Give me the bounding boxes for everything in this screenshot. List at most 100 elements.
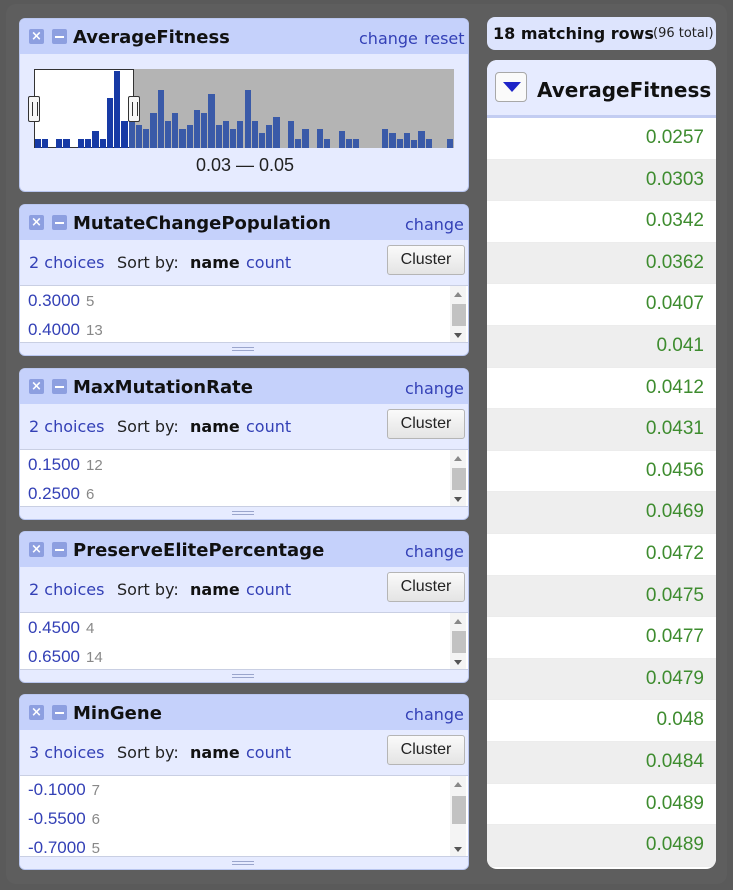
reset-link[interactable]: reset [424, 29, 465, 48]
cluster-button[interactable]: Cluster [387, 409, 465, 439]
table-row[interactable]: 0.0412 [487, 368, 716, 410]
cluster-button[interactable]: Cluster [387, 735, 465, 765]
table-row[interactable]: 0.0472 [487, 534, 716, 576]
table-row[interactable]: 0.0303 [487, 159, 716, 202]
choice-item[interactable]: 0.1500 12 [28, 455, 103, 474]
range-handle-right[interactable] [128, 96, 140, 122]
matching-rows-summary: 18 matching rows (96 total) [487, 17, 716, 50]
minimize-icon[interactable] [52, 215, 67, 230]
choice-item[interactable]: 0.3000 5 [28, 291, 95, 310]
choices-count-link[interactable]: 3 choices [29, 743, 105, 762]
table-row[interactable]: 0.0484 [487, 742, 716, 784]
table-row[interactable]: 0.0257 [487, 118, 716, 160]
resize-handle[interactable] [20, 856, 468, 869]
sort-by-name[interactable]: name [190, 253, 240, 272]
cell-value: 0.0407 [645, 293, 704, 315]
scroll-down-icon[interactable] [454, 497, 462, 502]
change-link[interactable]: change [405, 379, 464, 398]
sort-descending-icon[interactable] [495, 72, 527, 102]
choice-item[interactable]: 0.4500 4 [28, 618, 95, 637]
sort-by-name[interactable]: name [190, 417, 240, 436]
cluster-button[interactable]: Cluster [387, 572, 465, 602]
table-row[interactable]: 0.0362 [487, 242, 716, 285]
table-row[interactable]: 0.0475 [487, 575, 716, 618]
close-icon[interactable]: × [29, 379, 44, 394]
scrollbar[interactable] [450, 450, 466, 508]
choices-count-link[interactable]: 2 choices [29, 417, 105, 436]
scroll-thumb[interactable] [452, 796, 466, 824]
choice-item[interactable]: 0.2500 6 [28, 484, 95, 503]
change-link[interactable]: change [405, 542, 464, 561]
sort-by-count[interactable]: count [246, 580, 292, 599]
resize-handle[interactable] [20, 506, 468, 519]
choice-item[interactable]: -0.1000 7 [28, 780, 101, 799]
minimize-icon[interactable] [52, 705, 67, 720]
table-row[interactable]: 0.0489 [487, 784, 716, 826]
close-icon[interactable]: × [29, 29, 44, 44]
cell-value: 0.0456 [645, 459, 704, 481]
table-row[interactable]: 0.0477 [487, 617, 716, 659]
range-handle-left[interactable] [28, 96, 40, 122]
minimize-icon[interactable] [52, 542, 67, 557]
resize-handle[interactable] [20, 342, 468, 355]
close-icon[interactable]: × [29, 705, 44, 720]
scroll-down-icon[interactable] [454, 660, 462, 665]
close-icon[interactable]: × [29, 542, 44, 557]
close-icon[interactable]: × [29, 215, 44, 230]
change-link[interactable]: change [405, 705, 464, 724]
sort-by-count[interactable]: count [246, 743, 292, 762]
choice-item[interactable]: -0.7000 5 [28, 838, 101, 857]
resize-handle[interactable] [20, 669, 468, 682]
scroll-up-icon[interactable] [454, 619, 462, 624]
scroll-down-icon[interactable] [454, 847, 462, 852]
histogram-bar [85, 138, 92, 148]
histogram-bar [425, 138, 432, 148]
histogram[interactable] [28, 69, 454, 148]
change-link[interactable]: change [359, 29, 418, 48]
sort-by-label: Sort by: [117, 743, 179, 762]
choice-item[interactable]: -0.5500 6 [28, 809, 101, 828]
facet-maxmutationrate: × MaxMutationRate change 2 choices Sort … [19, 368, 469, 520]
cluster-button[interactable]: Cluster [387, 245, 465, 275]
cell-value: 0.0489 [645, 834, 704, 856]
change-link[interactable]: change [405, 215, 464, 234]
scrollbar[interactable] [450, 776, 466, 858]
choices-count-link[interactable]: 2 choices [29, 580, 105, 599]
scroll-thumb[interactable] [452, 468, 466, 490]
table-row[interactable]: 0.048 [487, 700, 716, 742]
scroll-up-icon[interactable] [454, 292, 462, 297]
sort-by-count[interactable]: count [246, 253, 292, 272]
scrollbar[interactable] [450, 613, 466, 671]
table-row[interactable]: 0.0456 [487, 451, 716, 493]
table-row[interactable]: 0.0407 [487, 284, 716, 326]
table-row[interactable]: 0.0431 [487, 409, 716, 451]
minimize-icon[interactable] [52, 29, 67, 44]
cell-value: 0.0475 [645, 584, 704, 606]
scroll-thumb[interactable] [452, 631, 466, 653]
minimize-icon[interactable] [52, 379, 67, 394]
choices-count-link[interactable]: 2 choices [29, 253, 105, 272]
histogram-bar [222, 121, 229, 148]
scroll-down-icon[interactable] [454, 333, 462, 338]
choice-item[interactable]: 0.6500 14 [28, 647, 103, 666]
table-row[interactable]: 0.0489 [487, 825, 716, 867]
scrollbar[interactable] [450, 286, 466, 344]
facet-averagefitness: × AverageFitness change reset 0.03 — 0.0… [19, 18, 469, 192]
histogram-bar [41, 138, 48, 148]
range-label: 0.03 — 0.05 [195, 155, 295, 175]
choice-item[interactable]: 0.4000 13 [28, 320, 103, 339]
facet-header: × MutateChangePopulation change [20, 205, 468, 240]
cell-value: 0.0257 [645, 127, 704, 148]
column-title[interactable]: AverageFitness [537, 78, 712, 102]
table-row[interactable]: 0.041 [487, 326, 716, 368]
table-row[interactable]: 0.0479 [487, 658, 716, 701]
total-rows-count: (96 total) [653, 26, 714, 41]
scroll-thumb[interactable] [452, 304, 466, 326]
scroll-up-icon[interactable] [454, 456, 462, 461]
scroll-up-icon[interactable] [454, 782, 462, 787]
sort-by-name[interactable]: name [190, 743, 240, 762]
table-row[interactable]: 0.0342 [487, 201, 716, 243]
table-row[interactable]: 0.0469 [487, 492, 716, 534]
sort-by-name[interactable]: name [190, 580, 240, 599]
sort-by-count[interactable]: count [246, 417, 292, 436]
